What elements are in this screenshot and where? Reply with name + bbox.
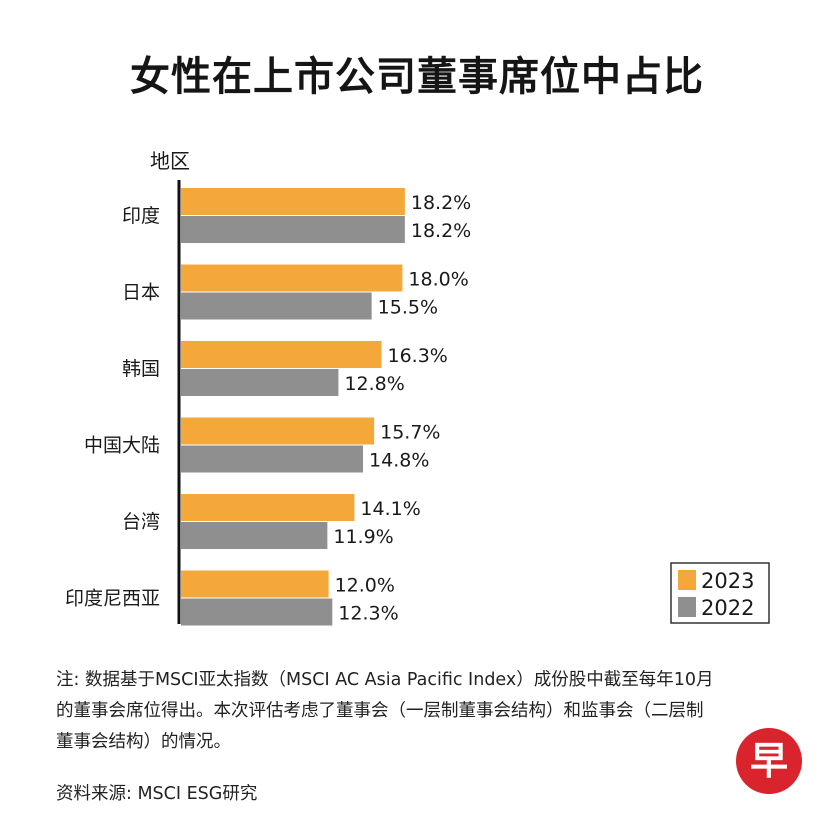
- bar-2023: [181, 341, 382, 368]
- bar-2022: [181, 522, 328, 549]
- bar-2023: [181, 417, 375, 445]
- axis-label: 地区: [150, 149, 190, 173]
- data-label: 18.2%: [411, 192, 471, 214]
- bar-2022: [181, 292, 372, 320]
- category-label: 台湾: [122, 511, 160, 533]
- category-label: 印度尼西亚: [65, 588, 160, 610]
- data-label: 18.0%: [408, 269, 468, 291]
- data-label: 12.3%: [338, 603, 398, 625]
- legend-swatch-2022: [678, 597, 696, 617]
- category-label: 日本: [122, 282, 160, 304]
- bar-2023: [181, 570, 329, 598]
- data-label: 12.8%: [344, 373, 404, 395]
- data-label: 18.2%: [411, 220, 471, 242]
- source-text: 资料来源: MSCI ESG研究: [56, 784, 258, 804]
- category-label: 印度: [122, 205, 160, 227]
- chart-title: 女性在上市公司董事席位中占比: [130, 54, 704, 100]
- footnote: 注: 数据基于MSCI亚太指数（MSCI AC Asia Pacific Ind…: [56, 670, 714, 752]
- legend: 2023 2022: [670, 562, 770, 624]
- bar-2022: [181, 445, 364, 473]
- data-label: 15.7%: [380, 422, 440, 444]
- bar-2022: [181, 216, 405, 243]
- legend-label: 2023: [701, 569, 754, 593]
- bar-2023: [181, 494, 355, 521]
- logo-text: 早: [750, 739, 788, 783]
- zaobao-logo-icon: 早: [736, 728, 802, 794]
- data-label: 11.9%: [333, 526, 393, 548]
- data-label: 12.0%: [335, 575, 395, 597]
- bar-2022: [181, 598, 333, 626]
- data-label: 14.8%: [369, 450, 429, 472]
- bar-2022: [181, 369, 339, 396]
- bar-chart: 地区 印度 18.2% 18.2% 日本 18.0% 15.5% 韩国 16.3% 12.8% 中…: [65, 149, 770, 626]
- category-label: 中国大陆: [84, 435, 160, 457]
- legend-swatch-2023: [678, 570, 696, 590]
- legend-label: 2022: [701, 596, 754, 620]
- category-label: 韩国: [122, 358, 160, 380]
- bar-2023: [181, 188, 405, 215]
- data-label: 16.3%: [387, 345, 447, 367]
- data-label: 14.1%: [360, 498, 420, 520]
- data-label: 15.5%: [378, 297, 438, 319]
- bar-2023: [181, 264, 403, 292]
